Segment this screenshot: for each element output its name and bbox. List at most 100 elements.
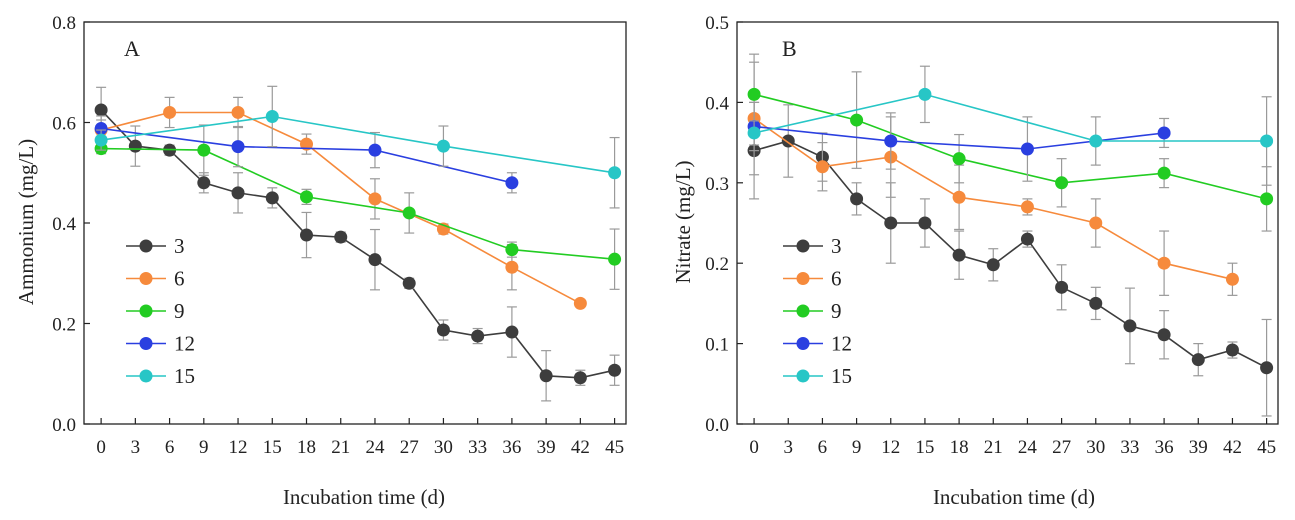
x-tick-label: 18 [950,437,969,458]
data-point [573,296,587,310]
data-point [368,253,382,267]
x-tick-label: 15 [915,437,934,458]
x-tick-label: 21 [331,437,350,458]
y-tick-label: 0.1 [705,335,729,356]
data-point [1157,166,1171,180]
data-point [505,260,519,274]
data-point [952,152,966,166]
data-point [1123,319,1137,333]
data-point [94,103,108,117]
x-tick-label: 24 [1018,437,1038,458]
data-point [231,105,245,119]
y-tick-label: 0.4 [705,93,729,114]
data-point [1089,134,1103,148]
legend-label: 15 [831,364,852,388]
legend-item-6: 6 [783,267,842,291]
data-point [402,276,416,290]
data-point [986,258,1000,272]
x-tick-label: 18 [297,437,316,458]
data-point [505,176,519,190]
data-point [300,190,314,204]
x-tick-label: 24 [365,437,385,458]
series-line [753,93,1267,200]
data-point [1157,328,1171,342]
legend-item-3: 3 [126,234,185,258]
y-tick-label: 0.8 [52,13,76,34]
series-line [101,147,615,260]
legend-item-3: 3 [783,234,842,258]
legend-label: 12 [831,332,852,356]
data-point [94,133,108,147]
y-tick-label: 0.5 [705,13,729,34]
series-line [100,111,581,305]
data-point [436,139,450,153]
x-axis-title: Incubation time (d) [283,485,445,509]
data-point [850,113,864,127]
panel-label: A [124,36,140,61]
data-point [300,228,314,242]
data-point [402,206,416,220]
x-tick-label: 36 [1155,437,1174,458]
legend-marker [796,304,810,318]
data-point [1260,361,1274,375]
x-tick-label: 3 [784,437,794,458]
data-point [505,325,519,339]
data-point [436,323,450,337]
x-tick-label: 30 [1086,437,1105,458]
series-15 [94,85,622,209]
x-tick-label: 12 [881,437,900,458]
x-tick-label: 0 [96,437,106,458]
x-tick-label: 39 [537,437,556,458]
data-point [1089,296,1103,310]
legend-label: 15 [174,364,195,388]
data-point [368,143,382,157]
data-point [1191,353,1205,367]
data-point [1157,126,1171,140]
x-tick-label: 6 [818,437,828,458]
x-tick-label: 33 [468,437,487,458]
y-tick-label: 0.3 [705,174,729,195]
legend-marker [139,337,153,350]
data-point [94,122,108,136]
y-tick-label: 0.0 [52,415,76,436]
data-point [573,371,587,385]
x-axis-title: Incubation time (d) [933,485,1095,509]
data-point [1089,216,1103,230]
data-point [128,139,142,153]
data-point [1020,200,1034,214]
data-point [300,137,314,151]
data-point [747,87,761,101]
legend-marker [796,272,810,285]
data-point [197,143,211,157]
data-point [163,105,177,119]
legend-item-9: 9 [783,299,842,323]
data-point [334,230,348,244]
data-point [884,134,898,148]
series-line [100,109,615,379]
series-line [753,93,1267,142]
y-tick-label: 0.4 [52,214,76,235]
legend-label: 3 [174,234,185,258]
series-line [100,115,615,174]
data-point [952,248,966,262]
data-point [1225,272,1239,286]
data-point [884,216,898,230]
data-point [1260,134,1274,148]
data-point [918,87,932,101]
x-tick-label: 42 [1223,437,1242,458]
legend-marker [796,337,810,350]
data-point [952,190,966,204]
legend-item-15: 15 [783,364,852,388]
x-tick-label: 45 [1257,437,1276,458]
series-3 [747,101,1274,417]
x-tick-label: 27 [400,437,419,458]
data-point [539,369,553,383]
series-9 [747,53,1274,232]
legend-item-6: 6 [126,267,185,291]
plot-frame [736,21,1279,425]
data-point [815,160,829,174]
data-point [231,186,245,200]
x-tick-label: 9 [199,437,209,458]
data-point [608,252,622,266]
data-point [608,363,622,377]
